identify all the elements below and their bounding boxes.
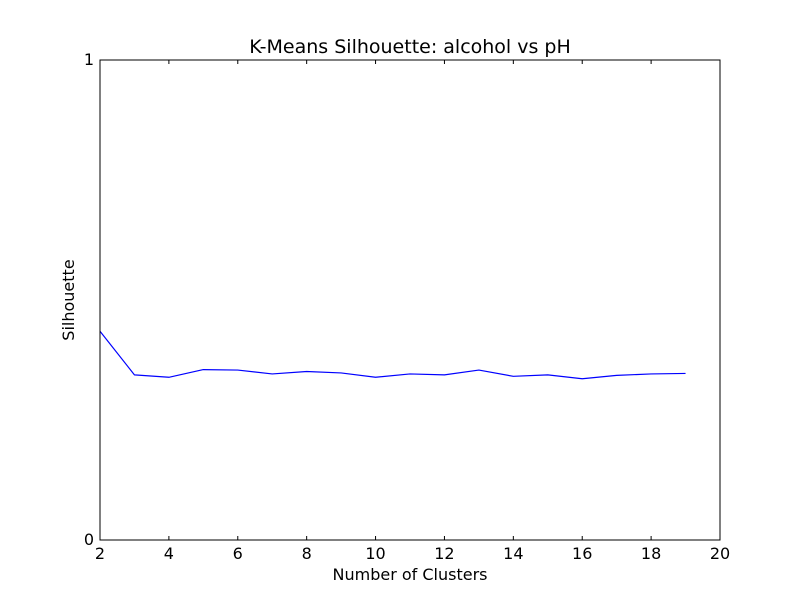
x-tick-label: 10 — [365, 544, 385, 563]
x-axis-ticks: 2 4 6 8 10 12 14 16 18 20 — [95, 60, 730, 563]
series-line-silhouette — [99, 330, 686, 380]
x-tick-label: 2 — [95, 544, 105, 563]
x-tick-label: 18 — [641, 544, 661, 563]
chart-title: K-Means Silhouette: alcohol vs pH — [249, 36, 571, 58]
x-tick-label: 20 — [710, 544, 730, 563]
y-tick-label: 1 — [84, 50, 94, 69]
x-tick-label: 16 — [572, 544, 592, 563]
x-tick-label: 6 — [233, 544, 243, 563]
plot-area — [99, 330, 686, 380]
x-axis-label: Number of Clusters — [333, 565, 488, 584]
x-tick-label: 4 — [164, 544, 174, 563]
x-tick-label: 8 — [302, 544, 312, 563]
x-tick-label: 12 — [434, 544, 454, 563]
x-tick-label: 14 — [503, 544, 523, 563]
axes-frame — [99, 59, 721, 541]
y-axis-label: Silhouette — [59, 259, 78, 340]
y-tick-label: 0 — [84, 530, 94, 549]
